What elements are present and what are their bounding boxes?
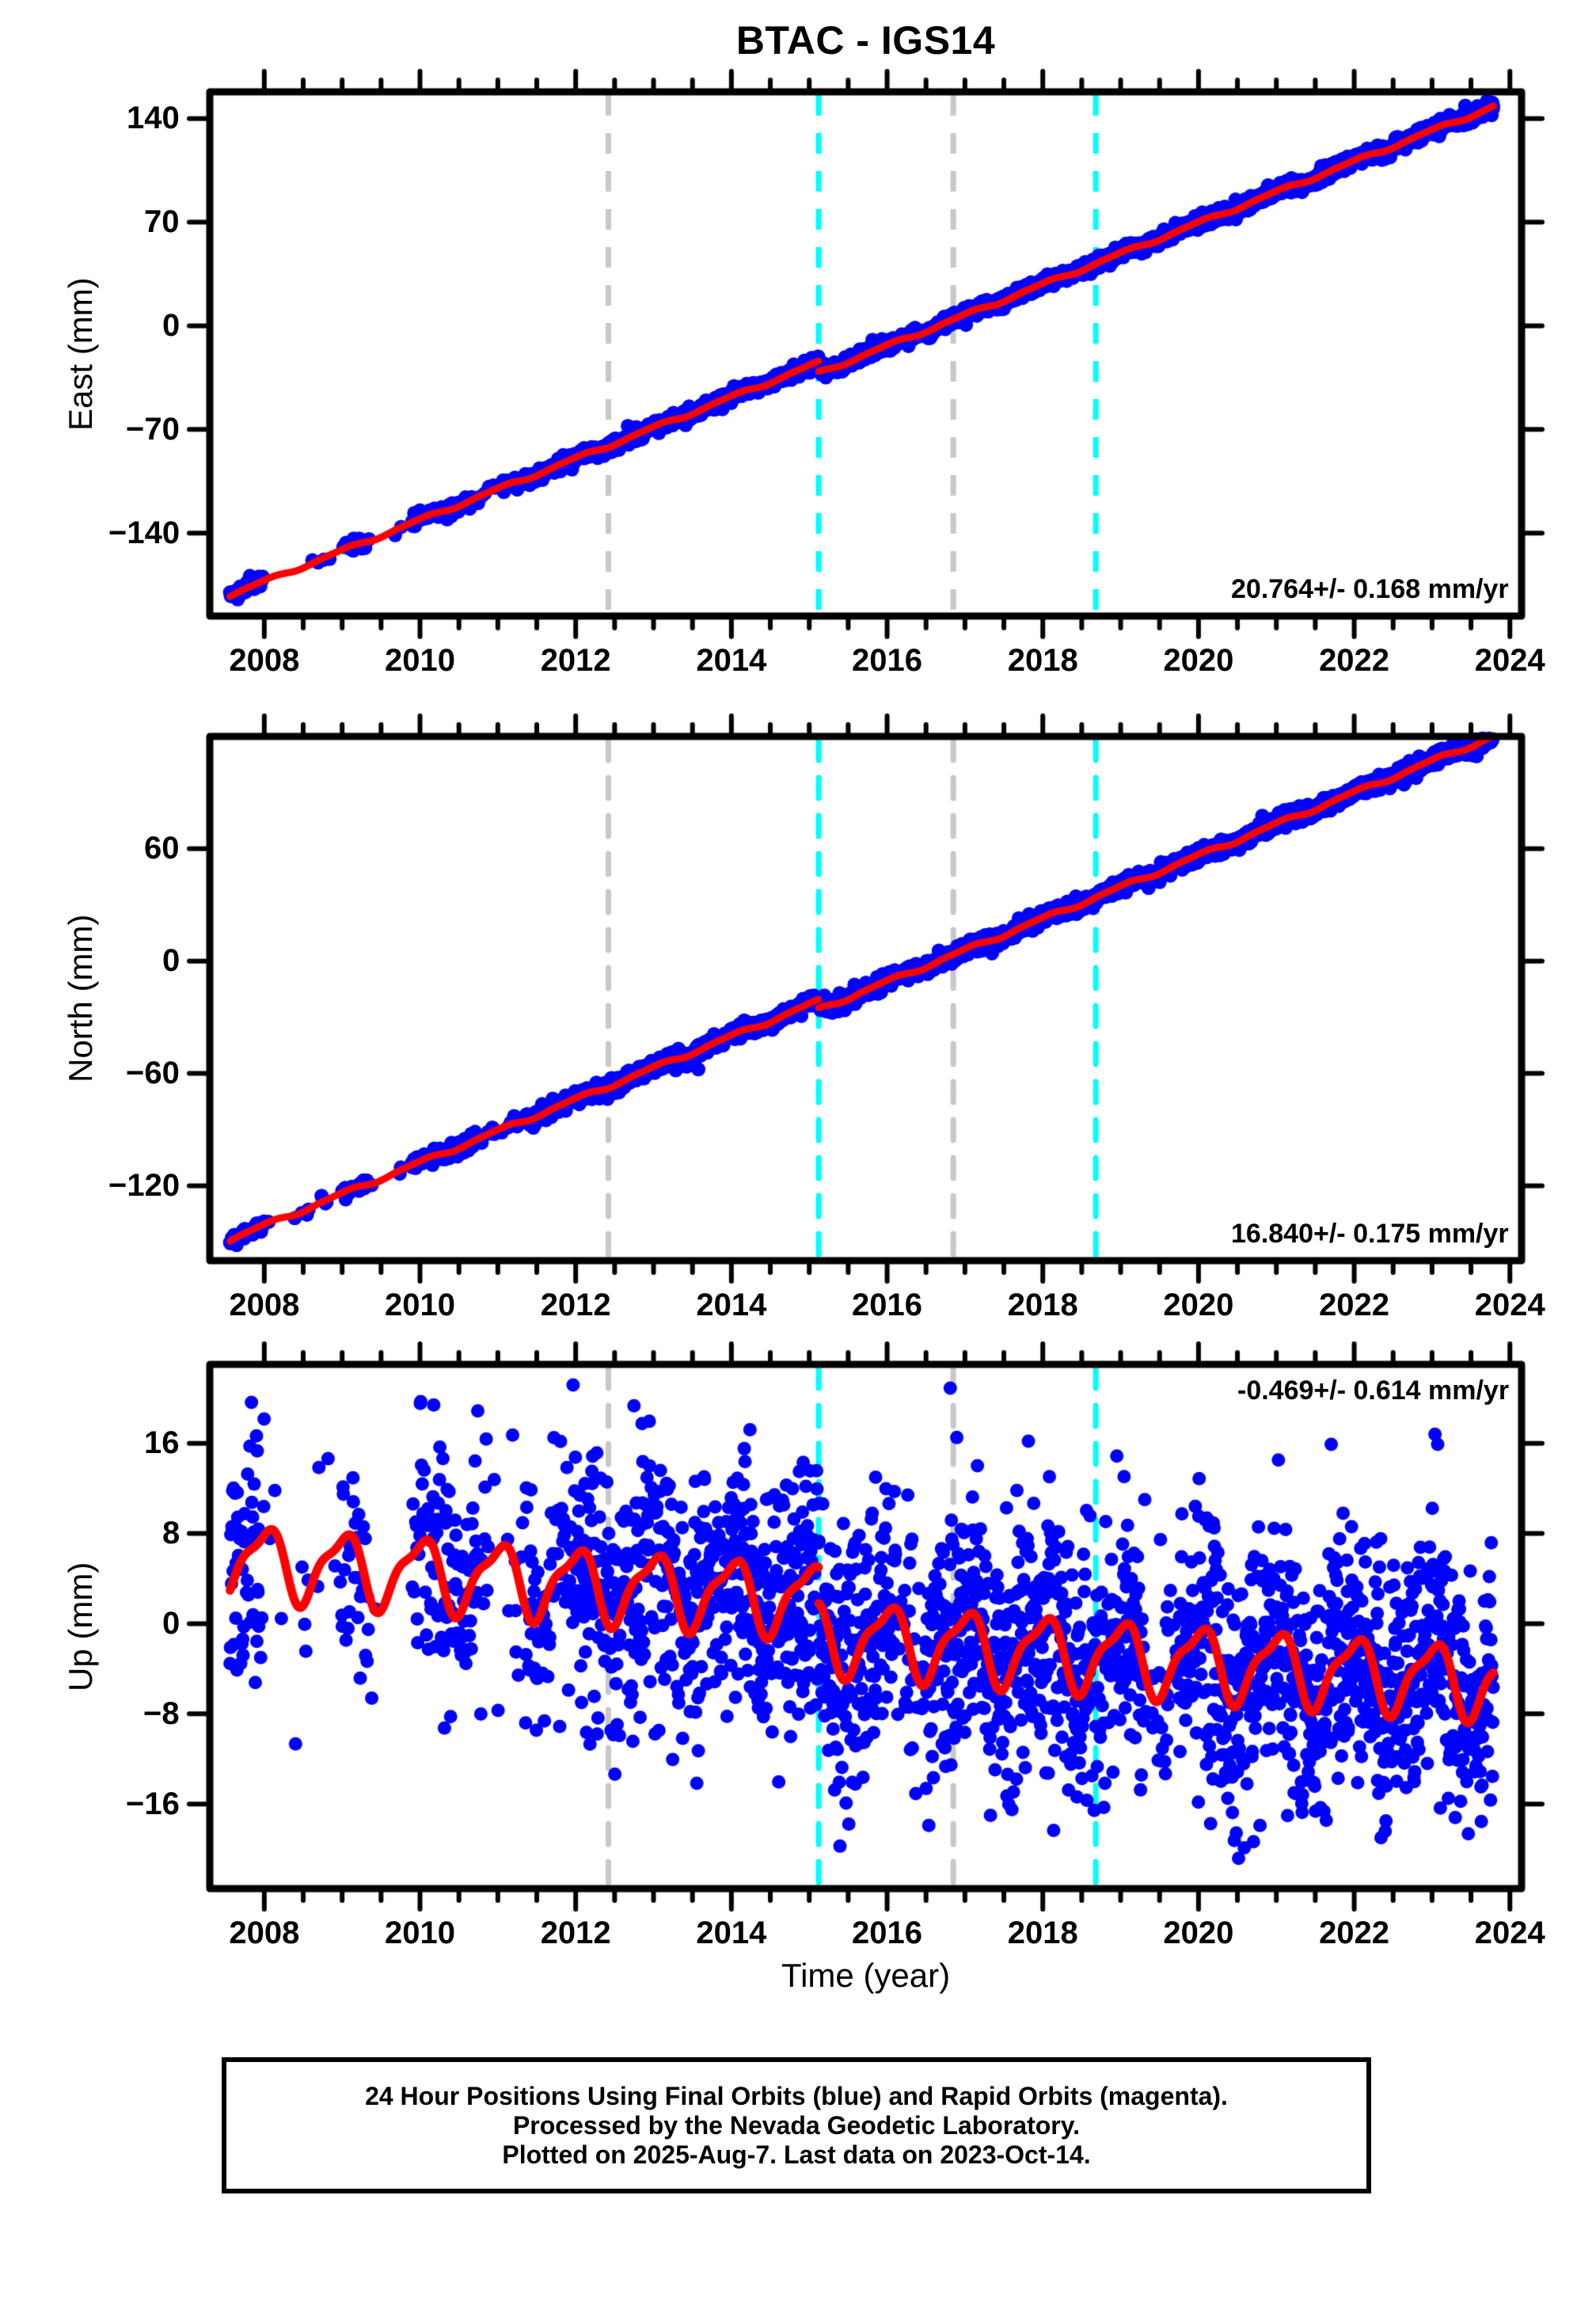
caption-box: 24 Hour Positions Using Final Orbits (bl…	[222, 2057, 1371, 2193]
north-ytick-0: 0	[162, 943, 180, 979]
east-rate-annotation: 20.764+/- 0.168 mm/yr	[1231, 574, 1509, 604]
east-xtick-2018: 2018	[1007, 643, 1078, 678]
east-ytick-0: 0	[162, 307, 180, 343]
east-xtick-2016: 2016	[852, 643, 923, 678]
east-ytick-70: 70	[144, 204, 180, 240]
north-xtick-2022: 2022	[1319, 1288, 1390, 1322]
north-ytick--120: −120	[108, 1167, 180, 1203]
north-rate-annotation: 16.840+/- 0.175 mm/yr	[1231, 1219, 1509, 1249]
north-xtick-2024: 2024	[1474, 1288, 1545, 1322]
east-ytick-140: 140	[127, 101, 180, 136]
east-xtick-2008: 2008	[229, 643, 300, 678]
east-xtick-2024: 2024	[1474, 643, 1545, 678]
page-title: BTAC - IGS14	[735, 18, 996, 63]
north-xtick-2008: 2008	[229, 1288, 300, 1322]
up-axis-label: Up (mm)	[62, 1562, 99, 1691]
east-xtick-2014: 2014	[696, 643, 767, 678]
up-xtick-2008: 2008	[229, 1916, 300, 1950]
up-xtick-2020: 2020	[1163, 1916, 1234, 1950]
up-ytick--8: −8	[143, 1695, 180, 1731]
up-xtick-2018: 2018	[1007, 1916, 1078, 1950]
east-xtick-2010: 2010	[385, 643, 455, 678]
time-axis-label: Time (year)	[781, 1957, 951, 1994]
north-xtick-2018: 2018	[1007, 1288, 1078, 1322]
north-xtick-2010: 2010	[385, 1288, 455, 1322]
up-xtick-2024: 2024	[1474, 1916, 1545, 1950]
up-ytick--16: −16	[126, 1786, 180, 1821]
up-xtick-2010: 2010	[385, 1916, 455, 1950]
north-axis-label: North (mm)	[62, 914, 99, 1082]
up-ytick-0: 0	[162, 1605, 180, 1641]
up-rate-annotation: -0.469+/- 0.614 mm/yr	[1237, 1375, 1510, 1406]
east-xtick-2020: 2020	[1163, 643, 1234, 678]
north-xtick-2020: 2020	[1163, 1288, 1234, 1322]
up-xtick-2012: 2012	[540, 1916, 611, 1950]
caption-line-1: 24 Hour Positions Using Final Orbits (bl…	[365, 2081, 1228, 2110]
east-ytick--140: −140	[108, 515, 180, 550]
north-xtick-2012: 2012	[540, 1288, 611, 1322]
east-ytick--70: −70	[126, 411, 180, 447]
east-axis-label: East (mm)	[62, 277, 99, 431]
east-xtick-2012: 2012	[540, 643, 611, 678]
up-xtick-2022: 2022	[1319, 1916, 1390, 1950]
caption-line-2: Processed by the Nevada Geodetic Laborat…	[512, 2110, 1081, 2140]
east-xtick-2022: 2022	[1319, 643, 1390, 678]
up-ytick-16: 16	[144, 1425, 180, 1461]
up-ytick-8: 8	[162, 1516, 180, 1551]
north-xtick-2014: 2014	[696, 1288, 767, 1322]
north-xtick-2016: 2016	[852, 1288, 923, 1322]
up-xtick-2014: 2014	[696, 1916, 767, 1950]
up-xtick-2016: 2016	[852, 1916, 923, 1950]
caption-line-3: Plotted on 2025-Aug-7. Last data on 2023…	[502, 2140, 1091, 2169]
north-ytick--60: −60	[126, 1056, 180, 1091]
north-ytick-60: 60	[144, 831, 180, 866]
